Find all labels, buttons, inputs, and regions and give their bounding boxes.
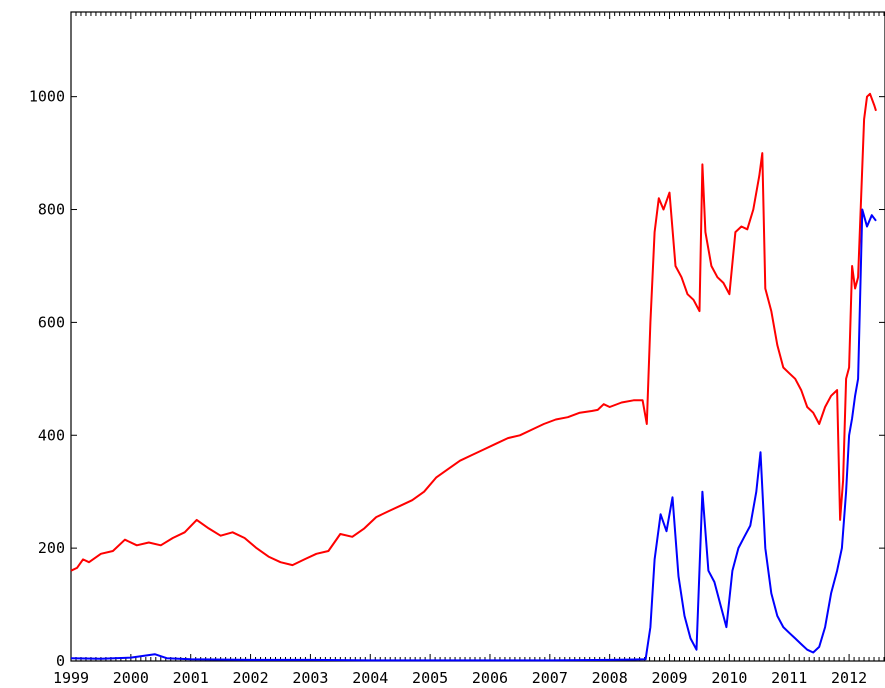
y-tick-label: 200 xyxy=(38,539,65,557)
series-line-1 xyxy=(70,92,877,572)
x-tick-label: 2003 xyxy=(292,669,328,687)
y-axis-tick-labels: 0 200 400 600 800 1000 xyxy=(29,88,65,670)
x-tick-label: 2008 xyxy=(592,669,628,687)
x-tick-label: 2012 xyxy=(831,669,867,687)
y-tick-label: 800 xyxy=(38,201,65,219)
x-tick-label: 2011 xyxy=(771,669,807,687)
series-layer xyxy=(70,92,877,662)
y-tick-label: 600 xyxy=(38,313,65,331)
series-line-2 xyxy=(70,208,877,662)
x-axis-tick-labels: 1999 2000 2001 2002 2003 2004 2005 2006 2007 2008… xyxy=(53,669,867,687)
x-tick-label: 2007 xyxy=(532,669,568,687)
x-tick-label: 1999 xyxy=(53,669,89,687)
axis-ticks xyxy=(70,12,885,662)
x-tick-label: 2006 xyxy=(472,669,508,687)
x-tick-label: 2010 xyxy=(711,669,747,687)
y-tick-label: 400 xyxy=(38,426,65,444)
y-tick-label: 1000 xyxy=(29,88,65,106)
x-tick-label: 2004 xyxy=(352,669,388,687)
y-tick-label: 0 xyxy=(56,652,65,670)
x-tick-label: 2009 xyxy=(651,669,687,687)
x-tick-label: 2002 xyxy=(232,669,268,687)
x-tick-label: 2000 xyxy=(113,669,149,687)
x-tick-label: 2001 xyxy=(173,669,209,687)
plot-area-frame xyxy=(70,11,885,662)
x-tick-label: 2005 xyxy=(412,669,448,687)
